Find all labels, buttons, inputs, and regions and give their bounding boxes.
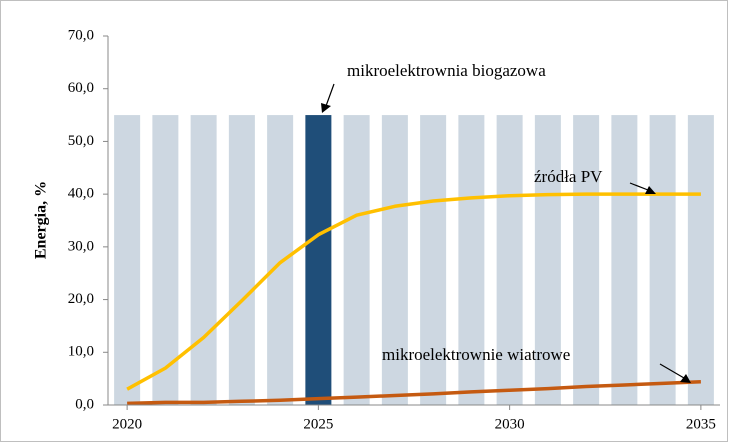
y-tick-label: 0,0 [75,396,94,412]
bar [343,115,370,406]
annotation-arrow [325,83,335,107]
bar [534,115,561,406]
annotation-arrow [629,182,649,191]
x-tick-label: 2025 [303,416,333,432]
bar [114,115,141,406]
bar [496,115,523,406]
bar [305,115,332,406]
y-tick-label: 60,0 [68,80,94,96]
x-tick-label: 2030 [495,416,525,432]
bar [381,115,408,406]
arrow-head [321,103,331,113]
y-tick-label: 50,0 [68,133,94,149]
bar [228,115,255,406]
y-tick-label: 40,0 [68,186,94,202]
y-tick-label: 30,0 [68,238,94,254]
y-tick-label: 70,0 [68,27,94,43]
line [127,380,701,406]
x-tick-label: 2020 [112,416,142,432]
bar [649,115,676,406]
annotation: mikroelektrownia biogazowa [347,61,546,80]
bar [573,115,600,406]
x-tick-label: 2035 [686,416,716,432]
arrow-head [680,374,691,383]
bar [458,115,485,406]
annotation: źródła PV [534,167,603,186]
bar [267,115,294,406]
bar [687,115,714,406]
bar [152,115,179,406]
bar [611,115,638,406]
y-tick-label: 20,0 [68,291,94,307]
y-tick-label: 10,0 [68,344,94,360]
y-axis-label: Energia, % [33,181,50,259]
bar [420,115,447,406]
arrow-head [645,186,656,194]
bar [190,115,217,406]
line [126,192,701,391]
annotation-arrow [659,363,685,379]
annotation: mikroelektrownie wiatrowe [382,345,570,364]
annotations: mikroelektrownia biogazowa źródła PV mik… [321,61,691,383]
plot-area: 0,0 10,0 20,0 30,0 40,0 50,0 60,0 70,0 2020 2025 2… [68,27,720,432]
